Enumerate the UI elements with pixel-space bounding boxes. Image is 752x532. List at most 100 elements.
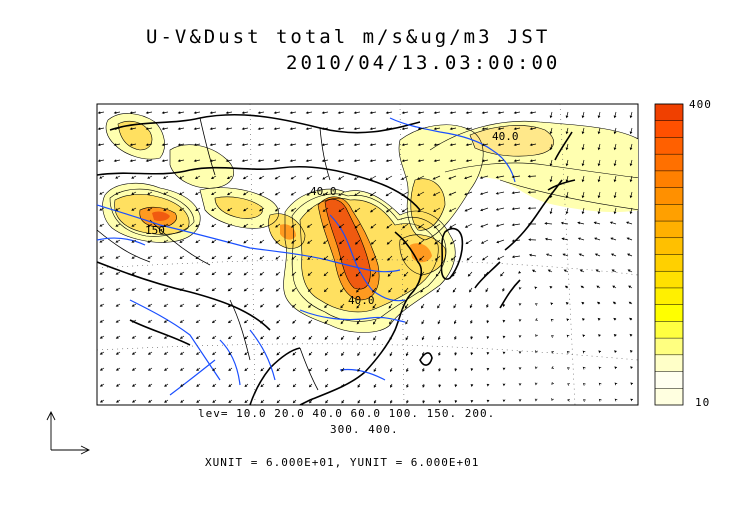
colorbar-swatch bbox=[655, 388, 683, 406]
wind-arrow bbox=[129, 127, 137, 131]
wind-arrow bbox=[258, 191, 265, 196]
wind-arrow bbox=[371, 271, 377, 277]
wind-arrow bbox=[597, 127, 601, 135]
wind-arrow bbox=[385, 143, 393, 147]
wind-arrow bbox=[433, 207, 441, 212]
wind-arrow bbox=[451, 271, 457, 277]
wind-arrow bbox=[115, 367, 121, 371]
wind-arrow bbox=[495, 207, 505, 211]
wind-arrow bbox=[577, 221, 585, 225]
wind-arrow bbox=[511, 255, 521, 259]
wind-arrow bbox=[131, 175, 137, 179]
wind-arrow bbox=[323, 255, 329, 261]
wind-arrow bbox=[582, 366, 586, 370]
wind-arrow bbox=[273, 111, 281, 115]
wind-arrow bbox=[518, 382, 522, 386]
wind-arrow bbox=[244, 399, 249, 403]
wind-arrow bbox=[354, 239, 361, 245]
wind-arrow bbox=[518, 318, 522, 322]
wind-arrow bbox=[131, 303, 137, 307]
wind-arrow bbox=[486, 335, 490, 340]
wind-arrow bbox=[131, 399, 137, 403]
wind-arrow bbox=[534, 286, 538, 290]
wind-arrow bbox=[581, 143, 585, 151]
wind-arrow bbox=[598, 350, 602, 354]
wind-arrow bbox=[243, 207, 249, 212]
wind-arrow bbox=[389, 319, 393, 325]
wind-arrow bbox=[433, 111, 441, 115]
wind-arrow bbox=[147, 335, 153, 339]
colorbar-swatch bbox=[655, 137, 683, 155]
wind-arrow bbox=[502, 367, 506, 371]
wind-arrow bbox=[453, 319, 457, 325]
wind-arrow bbox=[432, 191, 441, 196]
wind-arrow bbox=[323, 239, 329, 245]
wind-arrow bbox=[612, 285, 617, 289]
wind-arrow bbox=[145, 111, 153, 115]
wind-arrow bbox=[179, 223, 185, 227]
wind-arrow bbox=[274, 175, 281, 180]
wind-arrow bbox=[448, 207, 457, 212]
wind-arrow bbox=[528, 253, 537, 257]
wind-arrow bbox=[163, 367, 169, 371]
wind-arrow bbox=[481, 255, 489, 261]
wind-arrow bbox=[369, 143, 377, 147]
wind-arrow bbox=[593, 221, 601, 225]
wind-arrow bbox=[420, 287, 425, 293]
colorbar-swatch bbox=[655, 120, 683, 138]
wind-arrow bbox=[502, 319, 506, 323]
wind-arrow bbox=[357, 383, 361, 388]
wind-arrow bbox=[338, 191, 345, 196]
wind-arrow bbox=[292, 351, 297, 356]
wind-arrow bbox=[551, 335, 554, 338]
wind-arrow bbox=[226, 175, 233, 179]
wind-arrow bbox=[163, 207, 169, 211]
wind-arrow bbox=[518, 286, 522, 290]
wind-arrow bbox=[115, 287, 121, 291]
wind-arrow bbox=[612, 301, 617, 305]
wind-arrow bbox=[369, 127, 377, 131]
wind-arrow bbox=[337, 127, 345, 131]
wind-arrow bbox=[147, 255, 153, 259]
wind-arrow bbox=[401, 143, 409, 147]
wind-arrow bbox=[100, 399, 105, 403]
wind-arrow bbox=[614, 398, 618, 402]
wind-arrow bbox=[196, 351, 201, 355]
wind-arrow bbox=[470, 351, 474, 356]
wind-arrow bbox=[614, 350, 617, 353]
wind-arrow bbox=[99, 367, 105, 371]
wind-arrow bbox=[486, 351, 490, 355]
wind-arrow bbox=[470, 319, 473, 324]
wind-arrow bbox=[527, 222, 536, 226]
wind-arrow bbox=[275, 239, 281, 244]
wind-arrow bbox=[115, 223, 121, 227]
wind-arrow bbox=[323, 271, 329, 277]
wind-arrow bbox=[511, 223, 521, 227]
wind-arrow bbox=[627, 253, 633, 257]
wind-arrow bbox=[243, 223, 249, 228]
wind-arrow bbox=[534, 303, 538, 306]
wind-arrow bbox=[598, 366, 602, 370]
wind-arrow bbox=[147, 223, 153, 227]
wind-arrow bbox=[290, 223, 297, 228]
colorbar-swatch bbox=[655, 237, 683, 255]
wind-arrow bbox=[464, 223, 473, 228]
wind-arrow bbox=[179, 239, 185, 243]
wind-arrow bbox=[131, 335, 137, 339]
wind-arrow bbox=[464, 191, 473, 196]
wind-arrow bbox=[417, 159, 425, 163]
wind-arrow bbox=[324, 351, 329, 356]
wind-arrow bbox=[195, 271, 201, 276]
wind-arrow bbox=[147, 319, 153, 323]
wind-arrow bbox=[529, 159, 537, 163]
wind-arrow bbox=[486, 367, 490, 371]
wind-arrow bbox=[372, 287, 377, 293]
wind-arrow bbox=[147, 207, 153, 211]
wind-arrow bbox=[177, 143, 185, 147]
wind-arrow bbox=[307, 255, 313, 260]
wind-arrow bbox=[582, 382, 586, 386]
wind-arrow bbox=[243, 255, 249, 260]
wind-arrow bbox=[273, 127, 281, 131]
wind-arrow bbox=[115, 239, 121, 243]
wind-arrow bbox=[405, 319, 409, 325]
